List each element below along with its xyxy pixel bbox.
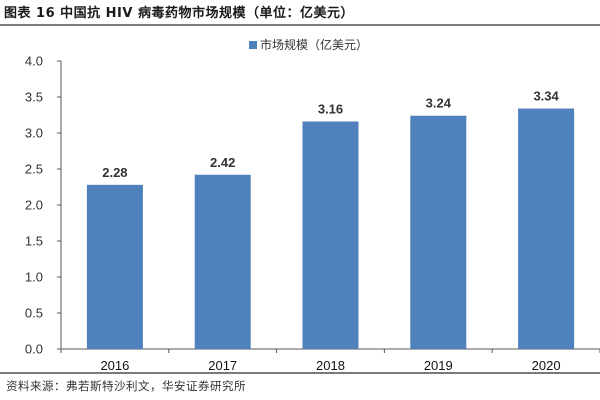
bar-2020 (518, 108, 575, 350)
source-divider (0, 372, 600, 374)
bar-2017 (194, 174, 251, 349)
bar-2019 (410, 115, 467, 349)
y-tick-label: 1.0 (25, 270, 43, 285)
y-tick-label: 0.0 (25, 342, 43, 357)
data-label: 3.24 (426, 96, 452, 111)
y-tick-label: 3.0 (25, 126, 43, 141)
x-tick-label: 2018 (316, 358, 345, 373)
source-note: 资料来源：弗若斯特沙利文，华安证券研究所 (6, 379, 246, 393)
y-tick-label: 2.0 (25, 198, 43, 213)
chart-legend: 市场规模（亿美元） (249, 36, 368, 53)
y-tick-label: 2.5 (25, 162, 43, 177)
data-label: 3.34 (533, 89, 559, 104)
x-tick-label: 2020 (532, 358, 561, 373)
title-divider (0, 24, 600, 26)
chart-title: 图表 16 中国抗 HIV 病毒药物市场规模（单位：亿美元） (4, 6, 354, 21)
legend-swatch (249, 40, 257, 49)
data-label: 2.42 (210, 155, 235, 170)
x-tick-label: 2016 (100, 358, 129, 373)
x-tick-label: 2019 (424, 358, 453, 373)
data-label: 3.16 (318, 101, 343, 116)
y-tick-label: 0.5 (25, 306, 43, 321)
y-tick-label: 4.0 (25, 54, 43, 69)
bar-2016 (86, 184, 143, 349)
y-tick-label: 1.5 (25, 234, 43, 249)
x-tick-label: 2017 (208, 358, 237, 373)
data-label: 2.28 (102, 165, 127, 180)
legend-label: 市场规模（亿美元） (260, 38, 369, 52)
bar-2018 (302, 121, 359, 349)
y-tick-label: 3.5 (25, 90, 43, 105)
